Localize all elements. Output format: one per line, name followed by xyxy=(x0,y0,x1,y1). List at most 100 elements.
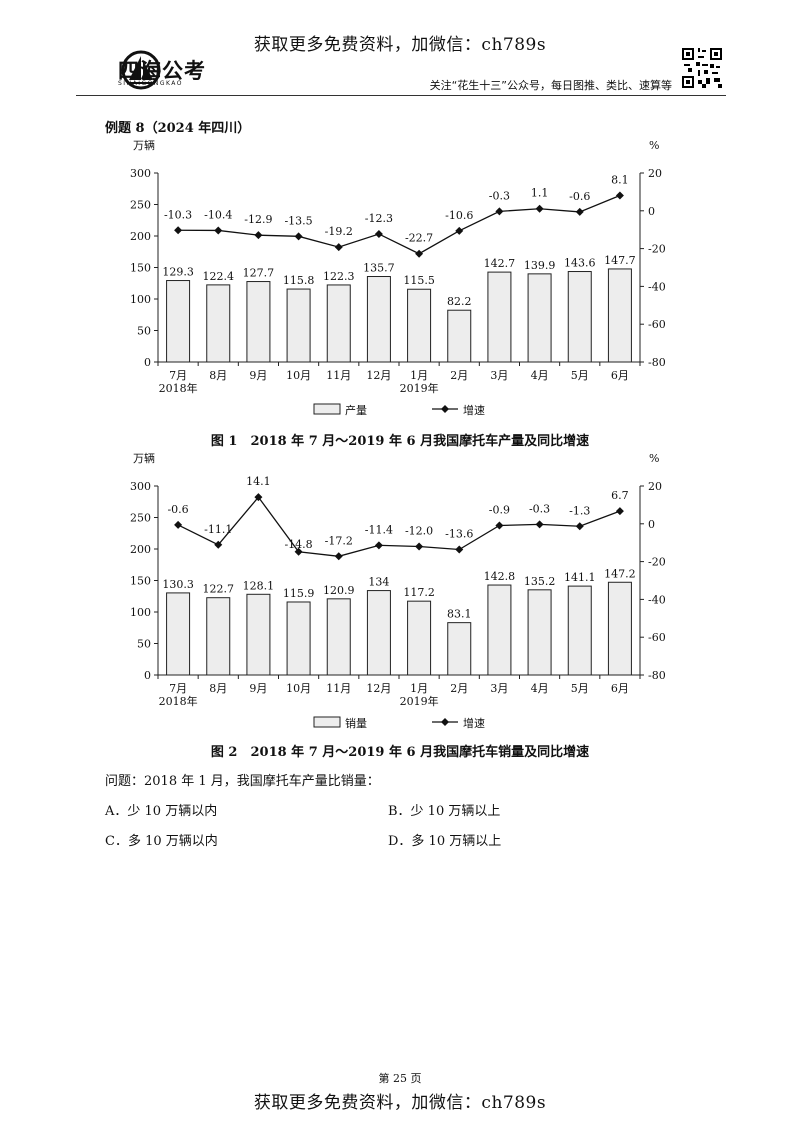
bar-value-label: 139.9 xyxy=(524,259,556,272)
legend-line-marker xyxy=(441,718,449,726)
bar xyxy=(407,288,432,363)
bar-value-label: 120.9 xyxy=(323,584,355,597)
line-value-label: -19.2 xyxy=(325,225,353,238)
sailboat-logo-icon xyxy=(121,50,161,90)
bar-value-label: 143.6 xyxy=(564,257,596,270)
bar xyxy=(326,284,351,363)
bar-value-label: 135.7 xyxy=(363,262,395,275)
year-label: 2019年 xyxy=(400,694,439,708)
left-tick-label: 50 xyxy=(137,638,151,651)
right-axis-unit: % xyxy=(649,452,659,465)
line-value-label: -13.6 xyxy=(445,528,473,541)
bar xyxy=(326,598,351,676)
line-point xyxy=(254,231,263,240)
bar xyxy=(607,268,632,363)
line-value-label: -0.9 xyxy=(489,504,510,517)
right-tick-label: 0 xyxy=(648,205,655,218)
line-point xyxy=(174,226,183,235)
line-value-label: -11.4 xyxy=(365,523,393,536)
bar xyxy=(206,284,231,363)
left-tick-label: 0 xyxy=(144,669,151,682)
x-tick-label: 3月 xyxy=(490,369,508,382)
bar xyxy=(447,622,472,676)
line-value-label: -13.5 xyxy=(284,214,312,227)
right-tick-label: -60 xyxy=(648,631,666,644)
line-point xyxy=(374,541,383,550)
bar-value-label: 142.7 xyxy=(484,257,516,270)
x-tick-label: 9月 xyxy=(249,682,267,695)
option-c[interactable]: C．多 10 万辆以内 xyxy=(105,834,218,849)
line-value-label: -10.6 xyxy=(445,209,473,222)
left-axis-unit: 万辆 xyxy=(133,451,155,465)
line-value-label: -12.3 xyxy=(365,212,393,225)
bar-value-label: 142.8 xyxy=(484,570,516,583)
line-point xyxy=(374,230,383,239)
chart-sales: 万辆 % 0 50 100 150 200 250 300 -80 -60 -40 -20 0 20 7月 8月… xyxy=(130,451,666,730)
question-stem: 问题：2018 年 1 月，我国摩托车产量比销量： xyxy=(105,774,380,789)
bar-value-label: 127.7 xyxy=(243,267,275,280)
chart-production: 万辆 % 0 50 100 150 200 250 300 -80 -60 -40 -20 0 20 7月 8月… xyxy=(130,138,666,417)
bar-value-label: 129.3 xyxy=(162,266,194,279)
line-value-label: -14.8 xyxy=(284,538,312,551)
line-value-label: 6.7 xyxy=(611,489,629,502)
line-value-label: -12.0 xyxy=(405,524,433,537)
line-value-label: -0.3 xyxy=(529,502,550,515)
x-tick-label: 6月 xyxy=(611,369,629,382)
legend-line-marker xyxy=(441,405,449,413)
legend-line-label: 增速 xyxy=(463,716,485,730)
line-value-label: -1.3 xyxy=(569,504,590,517)
bar xyxy=(206,597,231,676)
bar-value-label: 82.2 xyxy=(447,295,472,308)
bar xyxy=(166,280,191,363)
bar-value-label: 83.1 xyxy=(447,608,472,621)
left-tick-label: 150 xyxy=(130,575,151,588)
left-tick-label: 300 xyxy=(130,167,151,180)
page-number: 第 25 页 xyxy=(378,1072,422,1085)
right-tick-label: -60 xyxy=(648,318,666,331)
legend-bar-swatch xyxy=(313,716,341,728)
x-tick-label: 10月 xyxy=(286,682,311,695)
bar-value-label: 122.4 xyxy=(203,270,235,283)
option-d[interactable]: D．多 10 万辆以上 xyxy=(388,834,502,849)
right-tick-label: 0 xyxy=(648,518,655,531)
line-value-label: -11.1 xyxy=(204,523,232,536)
x-tick-label: 7月 xyxy=(169,682,187,695)
bar-value-label: 141.1 xyxy=(564,571,596,584)
bar xyxy=(366,590,391,676)
x-tick-label: 3月 xyxy=(490,682,508,695)
legend-bar-label: 销量 xyxy=(345,716,367,730)
line-point xyxy=(415,542,424,551)
x-tick-label: 5月 xyxy=(571,369,589,382)
example-title: 例题 8（2024 年四川） xyxy=(105,121,251,136)
year-label: 2019年 xyxy=(400,381,439,395)
bar-value-label: 128.1 xyxy=(243,579,275,592)
left-tick-label: 0 xyxy=(144,356,151,369)
line-point xyxy=(535,520,544,529)
legend-bar-swatch xyxy=(313,403,341,415)
right-tick-label: -80 xyxy=(648,669,666,682)
x-tick-label: 2月 xyxy=(450,369,468,382)
line-value-label: -0.6 xyxy=(167,503,188,516)
option-b[interactable]: B．少 10 万辆以上 xyxy=(388,804,501,819)
qr-code-icon xyxy=(680,46,724,90)
x-tick-label: 7月 xyxy=(169,369,187,382)
option-a[interactable]: A．少 10 万辆以内 xyxy=(105,804,218,819)
x-tick-label: 1月 xyxy=(410,369,428,382)
x-tick-label: 12月 xyxy=(366,682,391,695)
x-tick-label: 6月 xyxy=(611,682,629,695)
left-tick-label: 250 xyxy=(130,512,151,525)
line-point xyxy=(415,249,424,258)
line-point xyxy=(214,540,223,549)
line-value-label: -0.3 xyxy=(489,189,510,202)
bar xyxy=(527,273,552,363)
bar xyxy=(447,309,472,363)
right-axis-unit: % xyxy=(649,139,659,152)
line-value-label: -10.3 xyxy=(164,208,192,221)
right-tick-label: -40 xyxy=(648,280,666,293)
line-point xyxy=(455,545,464,554)
logo-text: 四海公考 xyxy=(118,59,206,83)
line-point xyxy=(214,226,223,235)
line-value-label: 1.1 xyxy=(531,187,549,200)
x-tick-label: 10月 xyxy=(286,369,311,382)
line-point xyxy=(334,243,343,252)
